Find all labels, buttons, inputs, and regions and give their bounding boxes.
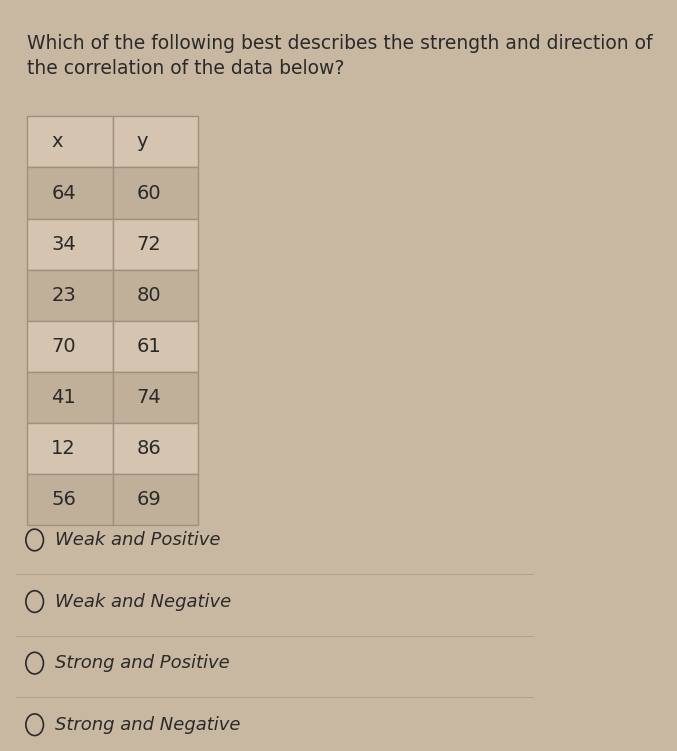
Text: 69: 69 xyxy=(137,490,161,509)
FancyBboxPatch shape xyxy=(113,219,198,270)
Text: 41: 41 xyxy=(51,388,76,407)
Text: Strong and Negative: Strong and Negative xyxy=(55,716,240,734)
FancyBboxPatch shape xyxy=(113,116,198,167)
Text: y: y xyxy=(137,132,148,152)
Text: Weak and Positive: Weak and Positive xyxy=(55,531,221,549)
FancyBboxPatch shape xyxy=(113,474,198,525)
FancyBboxPatch shape xyxy=(28,270,113,321)
Text: 64: 64 xyxy=(51,183,76,203)
FancyBboxPatch shape xyxy=(113,167,198,219)
FancyBboxPatch shape xyxy=(28,372,113,423)
FancyBboxPatch shape xyxy=(28,219,113,270)
Text: 34: 34 xyxy=(51,234,76,254)
Text: Which of the following best describes the strength and direction of
the correlat: Which of the following best describes th… xyxy=(28,34,653,78)
FancyBboxPatch shape xyxy=(113,321,198,372)
Text: 60: 60 xyxy=(137,183,161,203)
FancyBboxPatch shape xyxy=(28,116,113,167)
FancyBboxPatch shape xyxy=(28,321,113,372)
FancyBboxPatch shape xyxy=(113,372,198,423)
Text: 61: 61 xyxy=(137,336,161,356)
Text: 23: 23 xyxy=(51,285,76,305)
Text: Weak and Negative: Weak and Negative xyxy=(55,593,232,611)
Text: x: x xyxy=(51,132,63,152)
FancyBboxPatch shape xyxy=(113,423,198,474)
Text: 74: 74 xyxy=(137,388,161,407)
FancyBboxPatch shape xyxy=(113,270,198,321)
Text: 72: 72 xyxy=(137,234,161,254)
Text: Strong and Positive: Strong and Positive xyxy=(55,654,230,672)
Text: 86: 86 xyxy=(137,439,161,458)
FancyBboxPatch shape xyxy=(28,423,113,474)
FancyBboxPatch shape xyxy=(28,167,113,219)
Text: 56: 56 xyxy=(51,490,77,509)
Text: 70: 70 xyxy=(51,336,76,356)
Text: 80: 80 xyxy=(137,285,161,305)
Text: 12: 12 xyxy=(51,439,76,458)
FancyBboxPatch shape xyxy=(28,474,113,525)
